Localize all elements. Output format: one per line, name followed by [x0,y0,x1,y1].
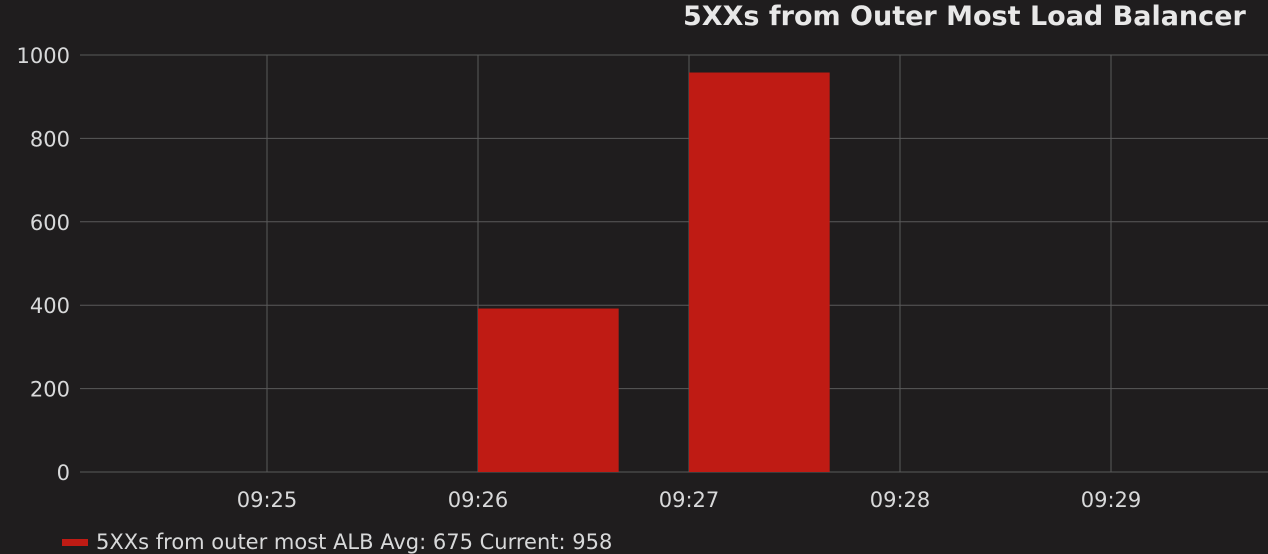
x-tick-label: 09:28 [870,488,931,512]
y-tick-label: 400 [30,294,70,318]
x-tick-label: 09:29 [1081,488,1142,512]
x-tick-label: 09:25 [237,488,298,512]
y-tick-label: 200 [30,378,70,402]
legend[interactable]: 5XXs from outer most ALB Avg: 675 Curren… [62,530,612,554]
bar[interactable] [478,308,619,472]
bar[interactable] [689,72,830,472]
x-tick-label: 09:26 [448,488,509,512]
y-tick-label: 600 [30,211,70,235]
y-tick-label: 0 [57,461,70,485]
legend-label: 5XXs from outer most ALB Avg: 675 Curren… [96,530,613,554]
chart-title: 5XXs from Outer Most Load Balancer [683,1,1246,32]
legend-swatch [62,538,88,546]
y-tick-label: 1000 [17,44,70,68]
x-tick-label: 09:27 [659,488,720,512]
y-tick-label: 800 [30,127,70,151]
